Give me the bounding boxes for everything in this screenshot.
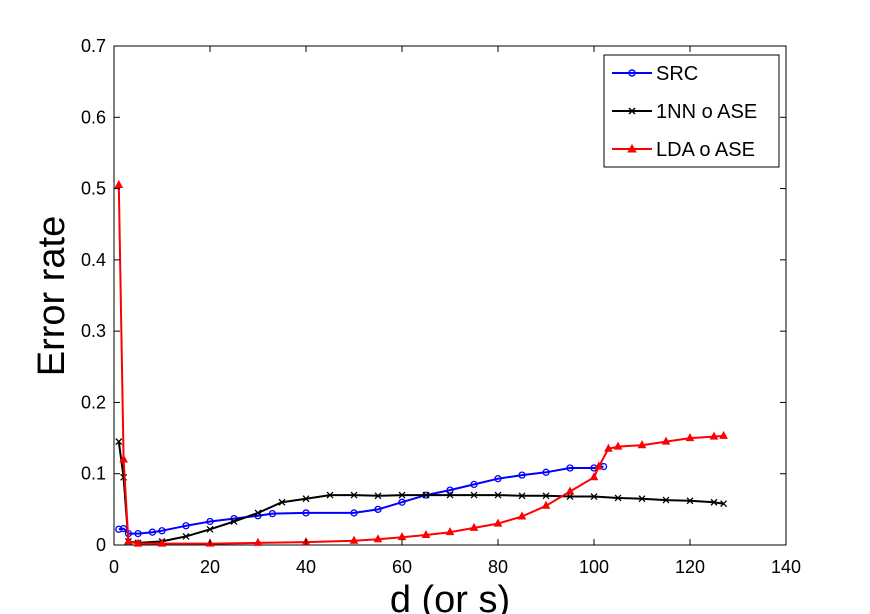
- data-point: [115, 525, 123, 533]
- data-point: [421, 529, 431, 539]
- data-point: [398, 491, 406, 499]
- x-tick-label: 100: [579, 557, 609, 577]
- data-point: [422, 491, 430, 499]
- legend-label-1nn-ase: 1NN o ASE: [656, 101, 757, 123]
- x-tick-label: 0: [109, 557, 119, 577]
- data-point: [114, 179, 124, 189]
- data-point: [565, 486, 575, 495]
- data-point: [719, 430, 728, 439]
- data-point: [302, 495, 310, 503]
- y-tick-label: 0: [96, 535, 106, 555]
- data-point: [350, 509, 358, 517]
- data-point: [469, 522, 479, 531]
- data-point: [662, 496, 670, 504]
- data-point: [182, 522, 190, 530]
- y-tick-label: 0.3: [81, 321, 106, 341]
- data-point: [148, 528, 157, 536]
- data-point: [134, 529, 142, 538]
- data-point: [517, 511, 527, 520]
- legend: SRC 1NN o ASE LDA o ASE: [603, 54, 780, 168]
- data-point: [446, 486, 454, 494]
- data-point: [157, 538, 167, 547]
- data-point: [613, 441, 623, 450]
- data-point: [685, 433, 695, 442]
- data-point: [124, 536, 133, 545]
- x-axis-ticks: 0 20 40 60 80 100 120 140: [109, 46, 801, 577]
- legend-marker-src: [628, 69, 636, 77]
- x-tick-label: 40: [296, 557, 316, 577]
- data-point: [230, 518, 238, 525]
- data-point: [590, 493, 598, 500]
- data-point: [302, 509, 310, 517]
- data-point: [326, 491, 334, 499]
- series-lda-o-ase: [114, 179, 728, 547]
- x-tick-label: 60: [392, 557, 412, 577]
- data-point: [518, 492, 526, 500]
- legend-entry-src: SRC: [612, 63, 698, 85]
- data-point: [566, 464, 574, 472]
- data-point: [115, 438, 123, 446]
- data-point: [494, 475, 502, 483]
- data-point: [542, 492, 550, 500]
- data-point: [206, 525, 214, 533]
- data-point: [594, 461, 604, 470]
- x-axis-label: d (or s): [390, 579, 510, 614]
- data-point: [470, 491, 478, 499]
- data-point: [182, 532, 190, 540]
- series-src: [115, 462, 608, 538]
- y-axis-label: Error rate: [31, 216, 73, 376]
- data-point: [470, 480, 478, 489]
- data-point: [604, 443, 613, 452]
- data-point: [686, 497, 694, 505]
- data-point: [661, 436, 671, 445]
- data-point: [638, 495, 646, 503]
- data-point: [158, 527, 166, 535]
- data-point: [518, 471, 526, 479]
- y-tick-label: 0.5: [81, 179, 106, 199]
- data-point: [253, 537, 263, 546]
- data-point: [374, 492, 382, 500]
- y-tick-label: 0.4: [81, 250, 106, 270]
- data-point: [278, 498, 286, 506]
- legend-entry-1nn-ase: 1NN o ASE: [612, 101, 757, 123]
- data-point: [637, 440, 647, 449]
- data-point: [614, 494, 622, 502]
- data-point: [206, 517, 214, 526]
- data-point: [349, 535, 359, 544]
- legend-marker-1nn-ase: [628, 107, 636, 115]
- data-point: [119, 454, 128, 463]
- data-point: [542, 468, 550, 476]
- data-point: [374, 505, 382, 514]
- data-point: [268, 509, 277, 518]
- series-layer: [114, 179, 728, 547]
- legend-label-src: SRC: [656, 63, 698, 85]
- y-tick-label: 0.7: [81, 36, 106, 56]
- y-axis-ticks: 0 0.1 0.2 0.3 0.4 0.5 0.6 0.7: [81, 36, 786, 555]
- data-point: [254, 509, 262, 517]
- x-tick-label: 20: [200, 557, 220, 577]
- data-point: [446, 491, 454, 499]
- data-point: [589, 472, 599, 481]
- data-point: [494, 491, 502, 499]
- legend-entry-lda-ase: LDA o ASE: [612, 139, 755, 161]
- y-tick-label: 0.6: [81, 107, 106, 127]
- y-tick-label: 0.1: [81, 464, 106, 484]
- data-point: [445, 527, 455, 536]
- data-point: [541, 500, 551, 509]
- data-point: [709, 431, 719, 440]
- data-point: [373, 534, 383, 543]
- data-point: [133, 538, 143, 547]
- legend-label-lda-ase: LDA o ASE: [656, 139, 755, 161]
- data-point: [350, 491, 358, 499]
- data-point: [398, 498, 406, 506]
- data-point: [720, 500, 728, 508]
- data-point: [710, 498, 718, 506]
- x-tick-label: 140: [771, 557, 801, 577]
- legend-marker-lda-ase: [627, 143, 637, 153]
- y-tick-label: 0.2: [81, 392, 106, 412]
- x-tick-label: 120: [675, 557, 705, 577]
- data-point: [493, 518, 503, 527]
- x-tick-label: 80: [488, 557, 508, 577]
